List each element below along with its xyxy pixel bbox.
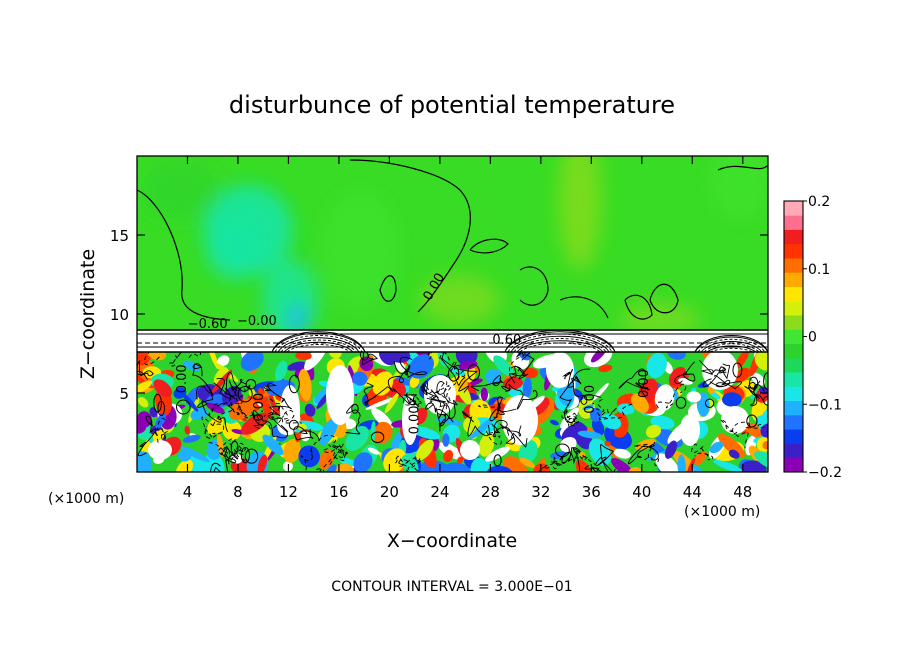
contour-label: 0.00 xyxy=(583,385,598,414)
y-axis-label: Z−coordinate xyxy=(77,249,99,379)
colorbar-swatch xyxy=(784,315,803,330)
colorbar-tick-label: −0.2 xyxy=(808,465,842,481)
x-unit-left: (×1000 m) xyxy=(48,491,124,507)
colorbar-swatch xyxy=(784,229,803,245)
x-axis: 4 8 12 16 20 24 28 32 36 40 44 48 xyxy=(183,156,752,501)
x-axis-label: X−coordinate xyxy=(387,530,517,552)
contour-labels: 0.00−0.60 −0.000.600.000.00 0.000.000.00 xyxy=(175,271,652,435)
colorbar-swatch xyxy=(784,414,803,430)
colorbar-swatch xyxy=(784,286,803,302)
x-tick-label: 4 xyxy=(183,483,193,501)
colorbar-swatch xyxy=(784,258,803,273)
colorbar-swatch xyxy=(784,372,803,387)
y-tick-label: 5 xyxy=(119,385,129,403)
colorbar-swatch xyxy=(784,357,803,373)
contour-label: 0.00 xyxy=(637,369,652,398)
lower-contour-lines xyxy=(137,352,768,472)
contour-label: 0.00 xyxy=(175,364,190,393)
x-tick-label: 24 xyxy=(430,483,449,501)
x-tick-label: 36 xyxy=(582,483,601,501)
colorbar-swatch xyxy=(784,443,803,459)
x-tick-label: 8 xyxy=(233,483,243,501)
contour-label: 0.60 xyxy=(492,333,521,348)
colorbar-swatch xyxy=(784,272,803,287)
upper-contour-lines xyxy=(137,159,768,321)
contour-label: −0.60 xyxy=(188,317,228,332)
contour-label: −0.00 xyxy=(237,314,277,329)
contour-label: 0.00 xyxy=(252,393,267,422)
x-tick-label: 48 xyxy=(733,483,752,501)
colorbar-swatch xyxy=(784,429,803,444)
x-tick-label: 44 xyxy=(683,483,702,501)
colorbar-swatch xyxy=(784,329,803,345)
colorbar-swatch xyxy=(784,457,803,473)
upper-field-blobs xyxy=(140,156,768,340)
y-tick-label: 15 xyxy=(110,227,129,245)
x-unit-right: (×1000 m) xyxy=(684,504,760,520)
colorbar-tick-label: 0 xyxy=(808,330,817,346)
colorbar-tick-label: −0.1 xyxy=(808,397,842,413)
x-tick-label: 16 xyxy=(329,483,348,501)
y-axis: 5 10 15 xyxy=(110,227,768,403)
y-tick-label: 10 xyxy=(110,306,129,324)
lower-field-blobs xyxy=(137,352,768,472)
x-tick-label: 28 xyxy=(481,483,500,501)
x-tick-label: 20 xyxy=(380,483,399,501)
colorbar-swatch xyxy=(784,300,803,316)
colorbar-tick-label: 0.1 xyxy=(808,262,830,278)
colorbar-swatch xyxy=(784,343,803,359)
colorbar-swatch xyxy=(784,201,803,216)
x-tick-label: 12 xyxy=(279,483,298,501)
plot-area: 0.00−0.60 −0.000.600.000.00 0.000.000.00 xyxy=(137,156,768,472)
colorbar-tick-label: 0.2 xyxy=(808,194,830,210)
inversion-layer xyxy=(137,329,768,353)
colorbar-swatch xyxy=(784,243,803,259)
contour-interval-note: CONTOUR INTERVAL = 3.000E−01 xyxy=(331,579,572,595)
contour-label: 0.00 xyxy=(407,405,422,434)
colorbar: 0.2 0.1 0 −0.1 −0.2 xyxy=(783,194,842,481)
colorbar-swatch xyxy=(784,215,803,230)
chart-title: disturbunce of potential temperature xyxy=(229,91,675,119)
x-tick-label: 32 xyxy=(531,483,550,501)
colorbar-swatch xyxy=(784,386,803,402)
x-tick-label: 40 xyxy=(632,483,651,501)
colorbar-swatch xyxy=(784,400,803,416)
